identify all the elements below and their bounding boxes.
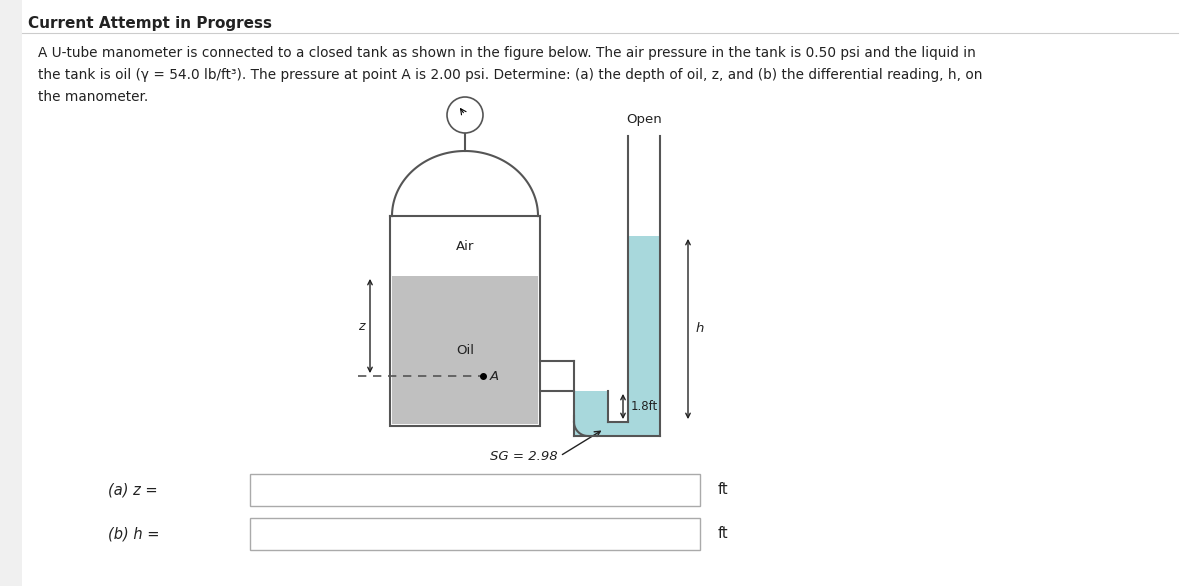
Text: SG = 2.98: SG = 2.98 <box>490 449 558 462</box>
Text: (b) h =: (b) h = <box>108 526 160 541</box>
Bar <box>574 422 660 436</box>
Bar <box>574 391 608 422</box>
Text: Air: Air <box>456 240 474 253</box>
Circle shape <box>446 97 482 133</box>
Text: h: h <box>696 322 704 336</box>
Polygon shape <box>392 151 538 216</box>
Bar <box>0 0 22 586</box>
FancyBboxPatch shape <box>250 518 700 550</box>
Text: z: z <box>358 319 365 332</box>
Text: A U-tube manometer is connected to a closed tank as shown in the figure below. T: A U-tube manometer is connected to a clo… <box>38 46 976 60</box>
Text: A: A <box>490 370 499 383</box>
Text: (a) z =: (a) z = <box>108 482 157 498</box>
Text: 1.8ft: 1.8ft <box>631 400 659 413</box>
FancyBboxPatch shape <box>250 474 700 506</box>
Text: Oil: Oil <box>456 345 474 357</box>
Bar <box>628 236 660 422</box>
Bar <box>390 216 540 426</box>
Text: Current Attempt in Progress: Current Attempt in Progress <box>28 16 272 31</box>
Text: the manometer.: the manometer. <box>38 90 149 104</box>
Text: ft: ft <box>718 482 728 498</box>
Bar <box>392 276 538 424</box>
Text: the tank is oil (γ = 54.0 lb/ft³). The pressure at point A is 2.00 psi. Determin: the tank is oil (γ = 54.0 lb/ft³). The p… <box>38 68 983 82</box>
Text: Open: Open <box>626 113 662 126</box>
Text: ft: ft <box>718 526 728 541</box>
Bar <box>392 216 538 276</box>
